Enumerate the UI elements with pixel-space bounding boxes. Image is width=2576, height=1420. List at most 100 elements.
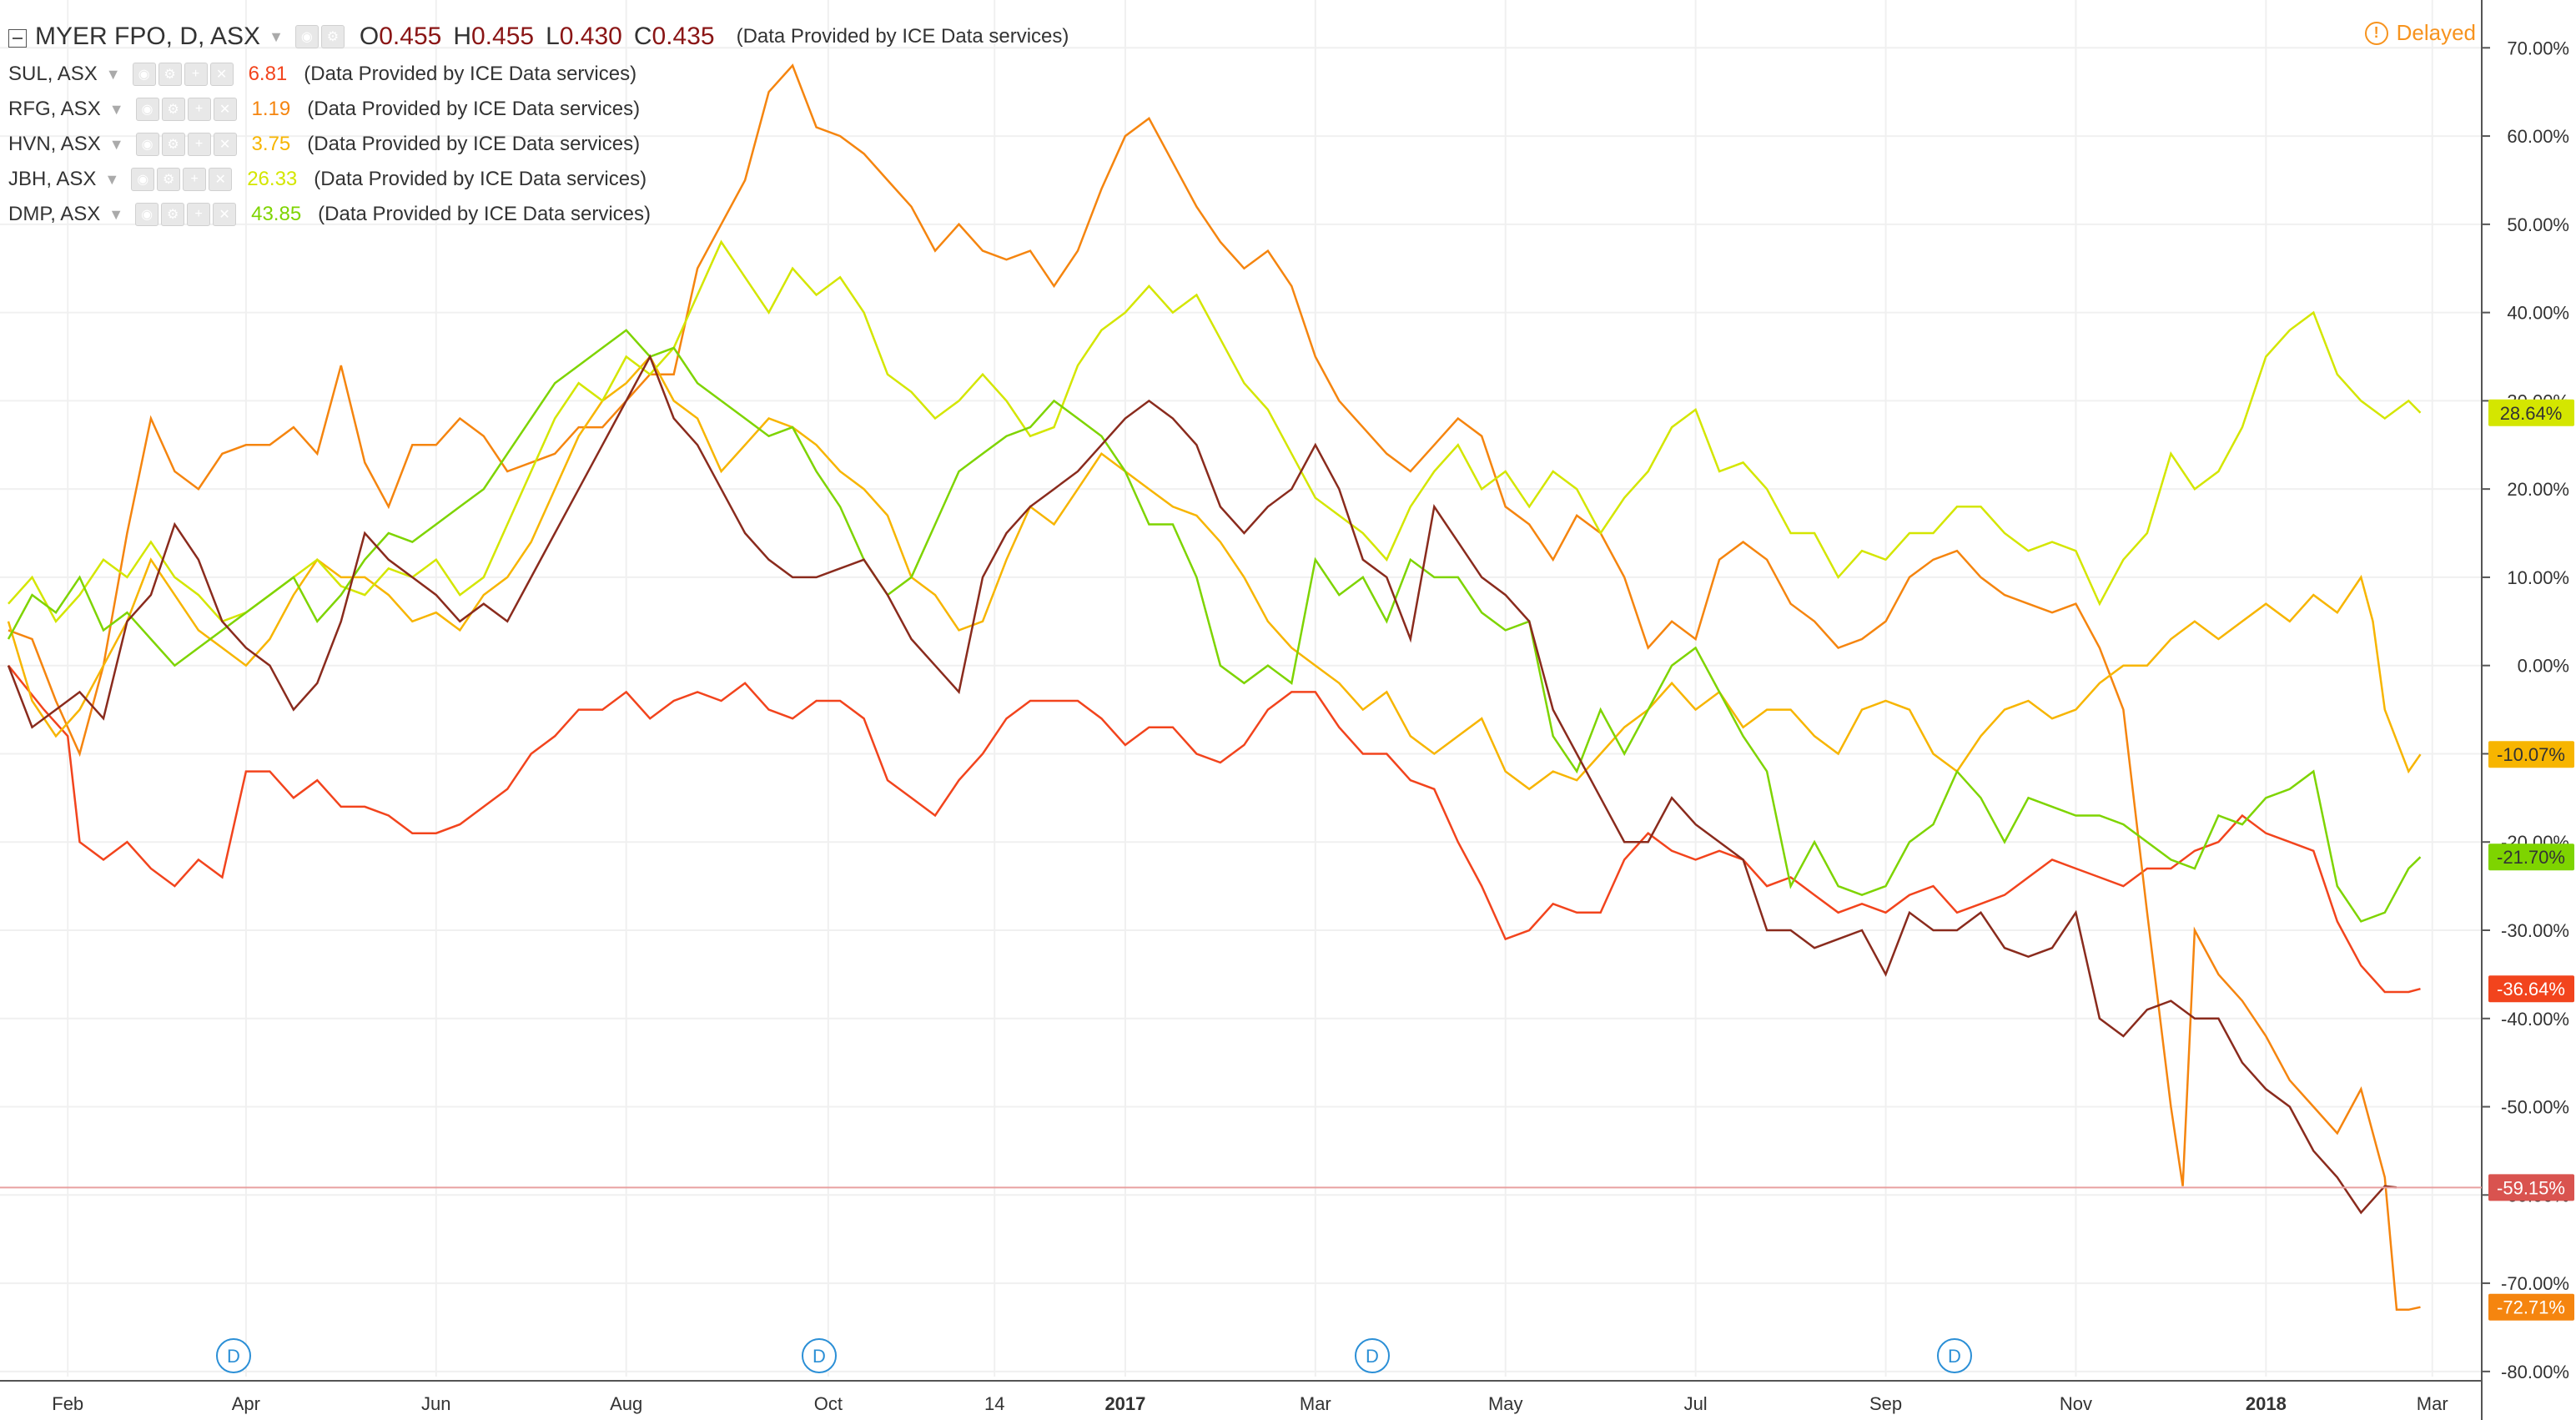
y-tick-label: -70.00% — [2501, 1273, 2569, 1294]
y-tick-label: 0.00% — [2518, 656, 2569, 677]
x-tick-label: Feb — [52, 1393, 83, 1414]
chevron-down-icon[interactable]: ▼ — [108, 135, 124, 153]
series-toolbar: ◉ ⚙ + ✕ — [135, 98, 237, 121]
compare-symbol[interactable]: JBH, ASX — [8, 168, 97, 190]
price-label-box — [2488, 843, 2574, 871]
series-toolbar: ◉ ⚙ + ✕ — [135, 203, 237, 226]
y-tick-label: 60.00% — [2507, 126, 2569, 147]
y-tick-label: 20.00% — [2507, 479, 2569, 500]
x-tick-label: Oct — [814, 1393, 843, 1414]
price-label-box — [2488, 1293, 2574, 1321]
gear-icon[interactable]: ⚙ — [320, 25, 345, 48]
dividend-marker[interactable] — [802, 1338, 837, 1373]
add-icon[interactable]: + — [184, 63, 208, 86]
close-icon[interactable]: ✕ — [209, 63, 234, 86]
gear-icon[interactable]: ⚙ — [161, 98, 185, 121]
x-tick-label: Apr — [232, 1393, 260, 1414]
series-toolbar: ◉ ⚙ + ✕ — [135, 133, 237, 156]
price-label: -21.70% — [2497, 847, 2565, 868]
gear-icon[interactable]: ⚙ — [158, 63, 182, 86]
eye-icon[interactable]: ◉ — [135, 133, 159, 156]
series-line[interactable] — [7, 354, 2397, 1215]
chevron-down-icon[interactable]: ▼ — [104, 170, 120, 188]
data-provider: (Data Provided by ICE Data services) — [304, 63, 637, 85]
compare-row: SUL, ASX ▼ ◉ ⚙ + ✕ 6.81 (Data Provided by ICE D… — [8, 57, 1069, 92]
dividend-label: D — [813, 1346, 826, 1367]
dividend-marker[interactable] — [216, 1338, 251, 1373]
compare-value: 3.75 — [251, 133, 291, 155]
compare-symbol[interactable]: DMP, ASX — [8, 203, 101, 225]
add-icon[interactable]: + — [187, 203, 211, 226]
close-icon[interactable]: ✕ — [209, 168, 233, 191]
x-tick-label: Sep — [1869, 1393, 1902, 1414]
legend: MYER FPO, D, ASX ▼ ◉ ⚙ O0.455 H0.455 L0.… — [8, 17, 1069, 232]
price-label-box — [2488, 399, 2574, 426]
price-label: 28.64% — [2500, 403, 2563, 424]
delayed-badge[interactable]: ! Delayed — [2364, 20, 2476, 46]
close-value: C0.435 — [633, 23, 715, 50]
chevron-down-icon[interactable]: ▼ — [108, 205, 124, 223]
compare-row: JBH, ASX ▼ ◉ ⚙ + ✕ 26.33 (Data Provided by ICE … — [8, 162, 1069, 197]
close-icon[interactable]: ✕ — [213, 133, 237, 156]
eye-icon[interactable]: ◉ — [135, 203, 159, 226]
chevron-down-icon[interactable]: ▼ — [108, 100, 124, 118]
price-label-box — [2488, 975, 2574, 1003]
compare-symbol[interactable]: RFG, ASX — [8, 98, 101, 120]
eye-icon[interactable]: ◉ — [135, 98, 159, 121]
dividend-marker[interactable] — [1937, 1338, 1972, 1373]
x-tick-label: 2017 — [1104, 1393, 1145, 1414]
gear-icon[interactable]: ⚙ — [161, 133, 185, 156]
compare-value: 43.85 — [251, 203, 302, 225]
dividend-label: D — [1948, 1346, 1961, 1367]
series-line[interactable] — [8, 664, 2421, 994]
compare-value: 26.33 — [247, 168, 298, 190]
x-tick-label: 2018 — [2246, 1393, 2287, 1414]
dividend-label: D — [227, 1346, 240, 1367]
series-toolbar: ◉ ⚙ + ✕ — [131, 168, 233, 191]
add-icon[interactable]: + — [187, 98, 211, 121]
eye-icon[interactable]: ◉ — [132, 63, 156, 86]
y-tick-label: 70.00% — [2507, 38, 2569, 58]
x-tick-label: Aug — [610, 1393, 642, 1414]
x-tick-label: Mar — [2417, 1393, 2448, 1414]
main-symbol[interactable]: MYER FPO, D, ASX — [35, 23, 261, 50]
compare-symbol[interactable]: SUL, ASX — [8, 63, 98, 85]
eye-icon[interactable]: ◉ — [294, 25, 319, 48]
price-label-box — [2488, 741, 2574, 768]
data-provider: (Data Provided by ICE Data services) — [318, 203, 651, 225]
price-label-box — [2488, 1174, 2574, 1201]
low-value: L0.430 — [546, 23, 622, 50]
data-provider: (Data Provided by ICE Data services) — [314, 168, 647, 190]
compare-value: 6.81 — [248, 63, 288, 85]
compare-symbol[interactable]: HVN, ASX — [8, 133, 101, 155]
main-series-legend: MYER FPO, D, ASX ▼ ◉ ⚙ O0.455 H0.455 L0.… — [8, 17, 1069, 57]
open-value: O0.455 — [359, 23, 442, 50]
x-tick-label: Mar — [1300, 1393, 1331, 1414]
close-icon[interactable]: ✕ — [213, 203, 237, 226]
high-value: H0.455 — [453, 23, 535, 50]
add-icon[interactable]: + — [183, 168, 207, 191]
y-tick-label: 50.00% — [2507, 214, 2569, 235]
dividend-label: D — [1366, 1346, 1379, 1367]
series-line[interactable] — [7, 355, 2422, 791]
x-tick-label: 14 — [984, 1393, 1004, 1414]
series-toolbar: ◉ ⚙ + ✕ — [132, 63, 234, 86]
collapse-legend-icon[interactable] — [8, 29, 27, 48]
price-label: -10.07% — [2497, 744, 2565, 765]
info-circle-icon: ! — [2364, 21, 2388, 45]
y-tick-label: -40.00% — [2501, 1009, 2569, 1030]
chevron-down-icon[interactable]: ▼ — [105, 65, 121, 83]
price-label: -72.71% — [2497, 1297, 2565, 1318]
series-line[interactable] — [8, 63, 2421, 1312]
chevron-down-icon[interactable]: ▼ — [269, 28, 284, 45]
series-line[interactable] — [7, 329, 2422, 923]
add-icon[interactable]: + — [187, 133, 211, 156]
gear-icon[interactable]: ⚙ — [157, 168, 181, 191]
eye-icon[interactable]: ◉ — [131, 168, 155, 191]
series-line[interactable] — [8, 239, 2422, 623]
dividend-marker[interactable] — [1355, 1338, 1390, 1373]
gear-icon[interactable]: ⚙ — [161, 203, 185, 226]
close-icon[interactable]: ✕ — [213, 98, 237, 121]
